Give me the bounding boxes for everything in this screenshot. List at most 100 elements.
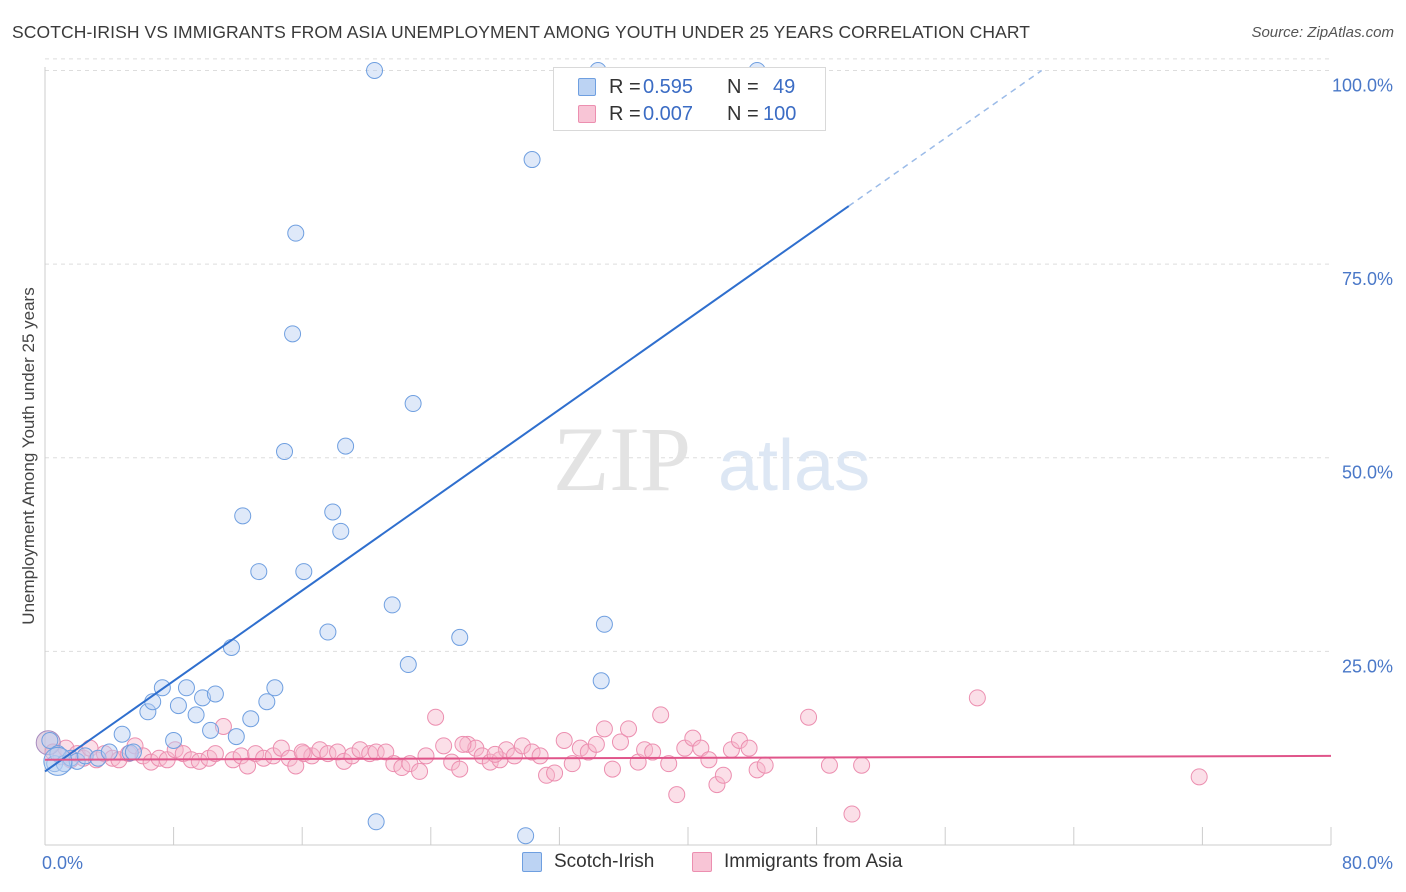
scotch-irish-point: [234, 507, 252, 525]
asia-point: [595, 720, 613, 738]
asia-point: [700, 751, 718, 769]
asia-point: [587, 735, 605, 753]
r-value: 0.595: [643, 75, 694, 98]
scotch-irish-trend-extension: [848, 69, 1043, 207]
asia-point: [287, 757, 305, 775]
scotch-irish-point: [100, 743, 118, 761]
scotch-irish-point: [367, 813, 385, 831]
scotch-irish-swatch: [578, 78, 596, 96]
asia-point: [968, 689, 986, 707]
asia-point: [740, 739, 758, 757]
asia-point: [454, 735, 472, 753]
asia-point: [411, 762, 429, 780]
asia-point: [459, 735, 477, 753]
scotch-irish-point: [399, 656, 417, 674]
scotch-irish-trend-line: [44, 205, 850, 773]
scotch-irish-point: [266, 679, 284, 697]
chart-source: Source: ZipAtlas.com: [1251, 24, 1394, 41]
asia-point: [427, 708, 445, 726]
asia-point: [206, 745, 224, 763]
asia-point: [692, 739, 710, 757]
watermark-atlas: atlas: [718, 426, 870, 506]
x-axis-ticks: [44, 827, 1332, 845]
asia-point: [513, 737, 531, 755]
scotch-irish-point: [383, 596, 401, 614]
scotch-irish-point: [595, 615, 613, 633]
legend-label: Immigrants from Asia: [724, 851, 903, 872]
scotch-irish-point: [284, 325, 302, 343]
legend-row-immigrants-from-asia: R = 0.007 N = 100: [578, 101, 796, 127]
asia-point: [853, 756, 871, 774]
scotch-irish-point: [404, 395, 422, 413]
scotch-irish-point: [451, 628, 469, 646]
gridlines: [45, 58, 1331, 652]
scotch-irish-swatch: [522, 852, 542, 872]
watermark-zip: ZIP: [553, 408, 691, 510]
asia-point: [660, 755, 678, 773]
scotch-irish-point: [242, 710, 260, 728]
scotch-irish-point: [165, 731, 183, 749]
asia-point: [546, 764, 564, 782]
asia-point: [714, 766, 732, 784]
scotch-irish-point: [194, 689, 212, 707]
asia-point: [800, 708, 818, 726]
watermark: ZIP atlas: [553, 408, 870, 510]
correlation-legend: R = 0.595 N = 49 R = 0.007 N = 100: [553, 67, 826, 131]
scotch-irish-point: [177, 679, 195, 697]
asia-point: [820, 756, 838, 774]
asia-point: [652, 706, 670, 724]
y-tick-label: 100.0%: [1332, 75, 1393, 95]
scotch-irish-point: [276, 443, 294, 461]
n-value: 100: [763, 102, 797, 125]
asia-point: [708, 776, 726, 794]
asia-point: [668, 786, 686, 804]
legend-item-scotch-irish: Scotch-Irish: [522, 851, 654, 873]
y-axis-label: Unemployment Among Youth under 25 years: [19, 287, 38, 624]
asia-point: [644, 743, 662, 761]
legend-row-scotch-irish: R = 0.595 N = 49: [578, 74, 795, 100]
scotch-irish-point: [332, 522, 350, 540]
asia-point: [611, 733, 629, 751]
asia-point: [620, 720, 638, 738]
series-immigrants-from-asia: [35, 689, 1208, 823]
trend-lines: [44, 69, 1332, 773]
scotch-irish-point: [523, 151, 541, 169]
scotch-irish-point: [258, 693, 276, 711]
x-tick-label-end: 80.0%: [1342, 853, 1393, 873]
series-legend: Scotch-Irish Immigrants from Asia: [0, 851, 1406, 879]
scotch-irish-point: [337, 437, 355, 455]
n-label: N =: [727, 102, 759, 125]
scotch-irish-point: [592, 672, 610, 690]
asia-point: [214, 718, 232, 735]
asia-point: [523, 743, 541, 761]
x-tick-label-start: 0.0%: [42, 853, 83, 873]
asia-point: [531, 747, 549, 765]
scotch-irish-point: [169, 697, 187, 715]
scotch-irish-point: [113, 725, 131, 743]
y-tick-label: 50.0%: [1342, 463, 1393, 483]
scotch-irish-point: [124, 743, 142, 761]
r-label: R =: [609, 102, 641, 125]
asia-point: [247, 745, 265, 763]
n-value: 49: [773, 75, 796, 98]
scotch-irish-point: [517, 827, 535, 845]
chart-title: SCOTCH-IRISH VS IMMIGRANTS FROM ASIA UNE…: [12, 22, 1031, 42]
scotch-irish-point: [202, 721, 220, 739]
r-value: 0.007: [643, 102, 694, 125]
asia-point: [756, 756, 774, 774]
asia-swatch: [692, 852, 712, 872]
scotch-irish-point: [250, 563, 268, 581]
asia-point: [417, 747, 435, 765]
scotch-irish-point: [287, 224, 305, 242]
y-axis-tick-labels: 25.0% 50.0% 75.0% 100.0%: [1332, 75, 1393, 676]
asia-point: [190, 752, 208, 770]
asia-point: [486, 745, 504, 763]
r-label: R =: [609, 75, 641, 98]
asia-point: [367, 743, 385, 761]
asia-point: [555, 731, 573, 749]
asia-point: [603, 760, 621, 778]
asia-point: [451, 760, 469, 778]
legend-item-immigrants-from-asia: Immigrants from Asia: [692, 851, 902, 873]
asia-point: [311, 741, 329, 759]
